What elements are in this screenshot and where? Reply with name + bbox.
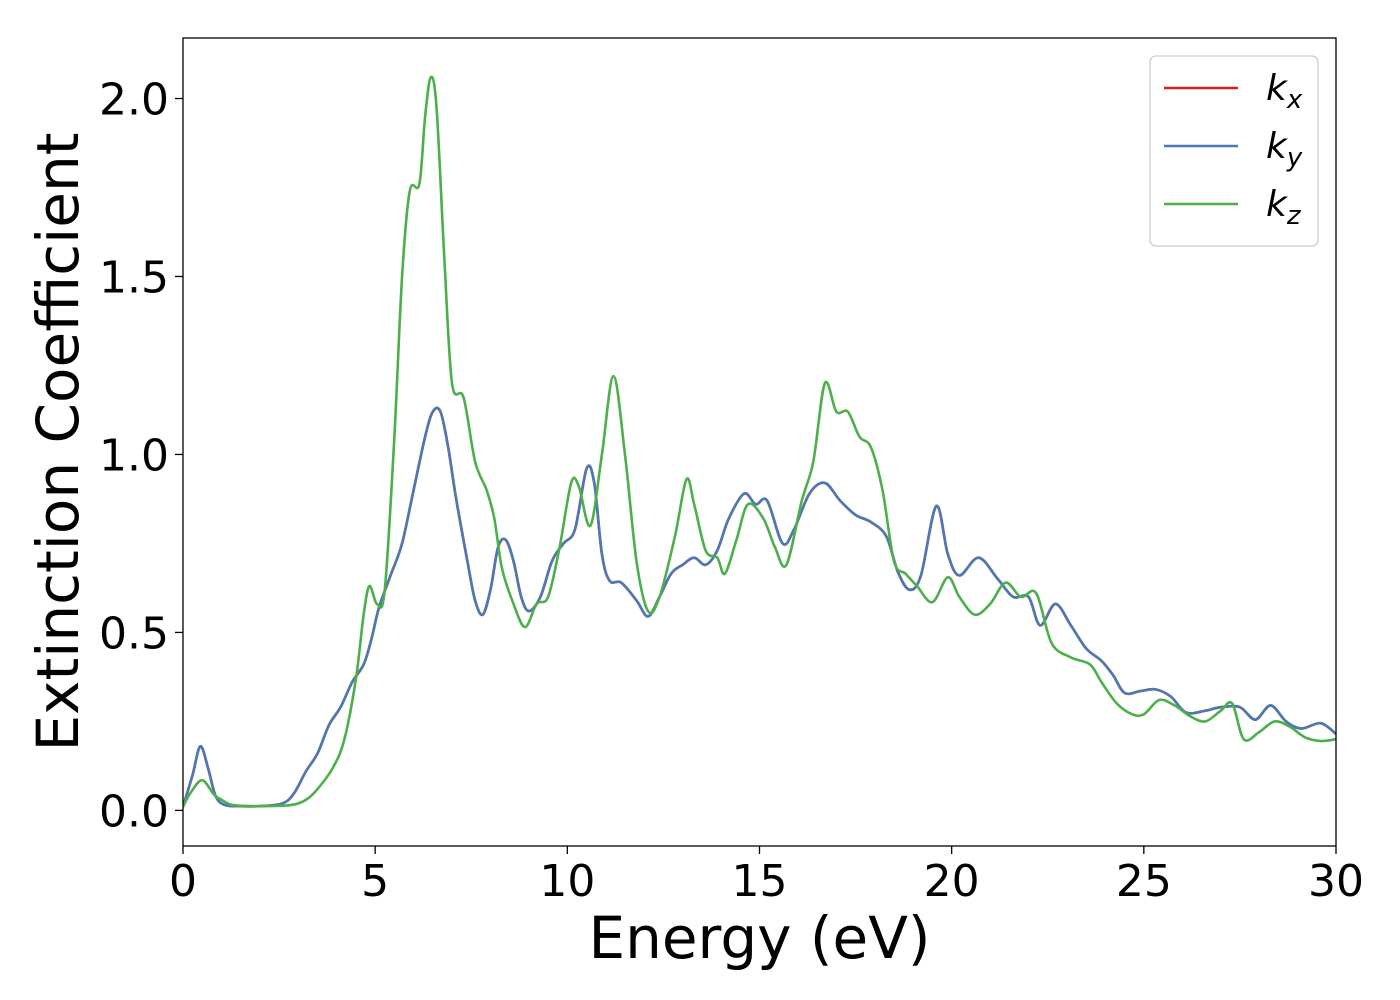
x-tick-label: 15 (732, 856, 788, 907)
y-axis-title: Extinction Coefficient (24, 133, 92, 752)
plot-lines (183, 75, 1336, 808)
y-tick-label: 1.5 (99, 252, 169, 303)
legend-label-base: k (1266, 68, 1289, 109)
x-tick-label: 30 (1308, 856, 1364, 907)
legend-label-kx: kx (1266, 68, 1303, 115)
y-tick-label: 0.0 (99, 786, 169, 837)
x-tick-label: 10 (539, 856, 595, 907)
y-tick-label: 1.0 (99, 430, 169, 481)
legend-label-base: k (1266, 184, 1289, 225)
y-tick-label: 0.5 (99, 608, 169, 659)
legend-label-kz: kz (1266, 184, 1302, 231)
x-axis-title: Energy (eV) (588, 904, 930, 972)
legend-label-base: k (1266, 126, 1289, 167)
legend-label-subscript: y (1286, 143, 1303, 173)
x-tick-label: 5 (361, 856, 389, 907)
legend-label-subscript: x (1286, 85, 1303, 115)
x-tick-label: 20 (924, 856, 980, 907)
x-tick-label: 0 (169, 856, 197, 907)
x-tick-label: 25 (1116, 856, 1172, 907)
y-tick-label: 2.0 (99, 75, 169, 126)
series-line-ky (183, 406, 1336, 808)
series-line-kz (183, 75, 1336, 808)
legend-label-subscript: z (1286, 201, 1302, 231)
y-axis-ticks: 0.0 0.5 1.0 1.5 2.0 (99, 75, 183, 837)
legend-box (1149, 55, 1319, 247)
x-axis-ticks: 0 5 10 15 20 25 30 (169, 846, 1364, 907)
legend-label-ky: ky (1266, 126, 1303, 173)
series-line-kx (183, 406, 1336, 808)
